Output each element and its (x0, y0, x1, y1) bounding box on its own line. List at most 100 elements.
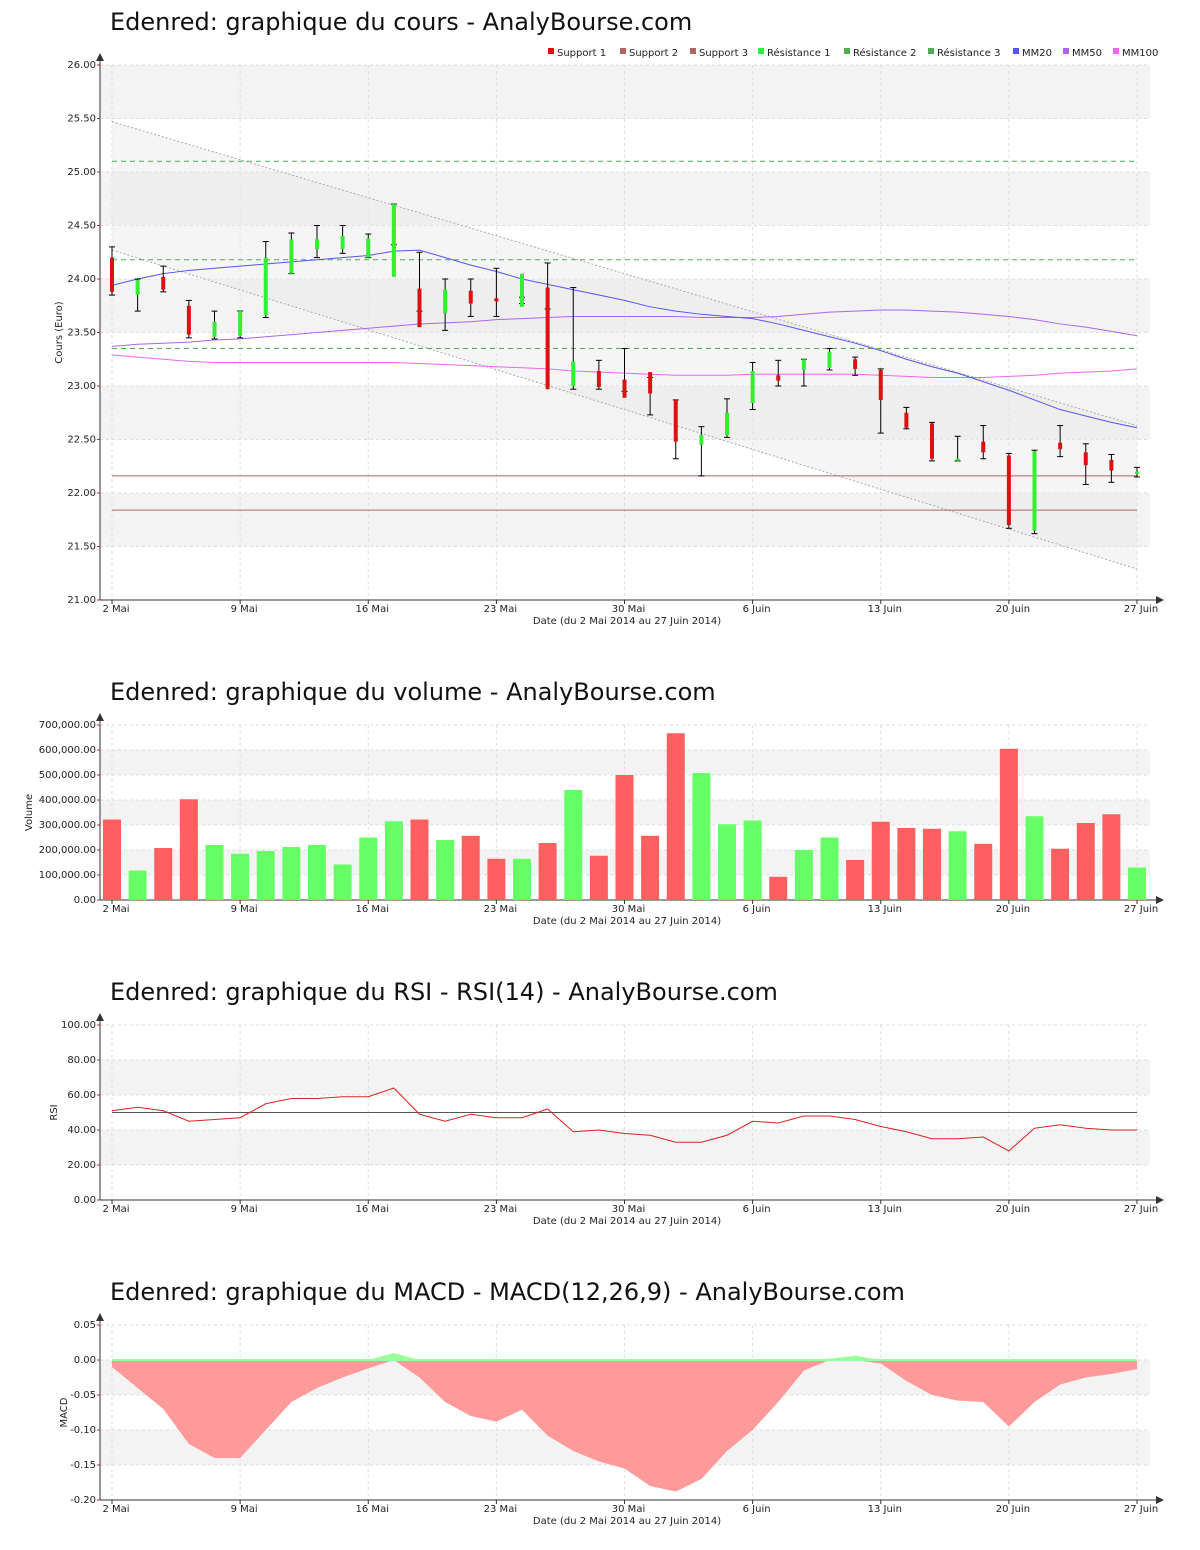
x-tick-label: 6 Juin (743, 1504, 771, 1515)
legend-label: MM100 (1122, 48, 1158, 59)
volume-bar (589, 855, 608, 900)
volume-bar (820, 837, 839, 900)
volume-bar (282, 847, 301, 900)
x-tick-label: 23 Mai (484, 1204, 517, 1215)
volume-bar (1102, 814, 1121, 900)
y-tick-label: 0.00 (74, 895, 96, 906)
macd-negative-area (112, 1360, 1137, 1492)
candle-body (596, 371, 601, 388)
volume-bar (538, 843, 557, 900)
candle-body (699, 435, 704, 445)
y-tick-label: 0.05 (74, 1320, 96, 1331)
x-tick-label: 13 Juin (868, 1504, 902, 1515)
x-tick-label: 23 Mai (484, 1504, 517, 1515)
y-tick-label: 26.00 (67, 60, 96, 71)
x-tick-label: 23 Mai (484, 904, 517, 915)
y-tick-label: 22.00 (67, 488, 96, 499)
legend-swatch (548, 48, 554, 54)
x-tick-label: 27 Juin (1124, 904, 1158, 915)
mm20-line (111, 249, 1138, 429)
volume-bar (333, 864, 352, 900)
legend-label: Résistance 3 (937, 47, 1000, 59)
candle-body (725, 412, 729, 436)
y-axis-arrow (96, 1013, 104, 1021)
candle-body (1083, 452, 1088, 466)
candle-body (289, 239, 294, 274)
legend-label: Support 3 (699, 48, 748, 59)
y-tick-label: 21.50 (67, 542, 96, 553)
candle-body (1058, 442, 1063, 450)
y-tick-label: 0.00 (74, 1195, 96, 1206)
y-tick-label: 22.50 (67, 435, 96, 446)
volume-bar (513, 858, 531, 900)
rsi-line (111, 1087, 1137, 1152)
macd-chart-title: Edenred: graphique du MACD - MACD(12,26,… (110, 1278, 905, 1306)
y-tick-label: 700,000.00 (39, 720, 96, 731)
x-tick-label: 2 Mai (102, 1204, 129, 1215)
y-tick-label: 400,000.00 (39, 795, 96, 806)
candle-body (904, 412, 909, 428)
candle-body (776, 375, 781, 381)
y-tick-label: 0.00 (74, 1355, 96, 1366)
candle-body (648, 372, 653, 394)
x-tick-label: 30 Mai (612, 1204, 645, 1215)
y-tick-label: 300,000.00 (39, 820, 96, 831)
price-chart: 21.00 21.50 22.00 22.50 23.00 23.50 24.00 24.50… (54, 47, 1164, 627)
legend-swatch (844, 48, 850, 54)
y-tick-label: 80.00 (67, 1055, 96, 1066)
trend-channel-fill (112, 121, 1137, 569)
y-tick-label: 100.00 (61, 1020, 96, 1031)
candle-body (981, 441, 986, 453)
legend-label: MM20 (1022, 48, 1052, 59)
y-tick-label: 25.50 (67, 114, 96, 125)
x-axis-title: Date (du 2 Mai 2014 au 27 Juin 2014) (533, 616, 721, 627)
y-tick-label: 20.00 (67, 1160, 96, 1171)
legend-label: Résistance 1 (767, 47, 830, 59)
candle-body (545, 287, 550, 390)
x-tick-label: 16 Mai (356, 1504, 389, 1515)
candle-body (1032, 451, 1037, 531)
volume-bar (256, 851, 275, 900)
candle-body (801, 359, 806, 370)
x-tick-label: 2 Mai (102, 604, 129, 615)
price-panel: Edenred: graphique du cours - AnalyBours… (0, 0, 1200, 640)
volume-bar (231, 853, 250, 900)
y-axis-title: MACD (59, 1397, 70, 1427)
y-axis-arrow (96, 713, 104, 721)
x-tick-label: 20 Juin (996, 1504, 1030, 1515)
legend-swatch (928, 48, 934, 54)
candle-body (1006, 455, 1011, 526)
volume-bar (846, 860, 865, 900)
y-tick-label: 60.00 (67, 1090, 96, 1101)
y-axis-title: RSI (49, 1104, 60, 1120)
candle-body (622, 379, 627, 398)
volume-chart: 0.00 100,000.00 200,000.00 300,000.00 400,00… (24, 713, 1164, 927)
x-tick-label: 30 Mai (612, 604, 645, 615)
volume-bar (871, 821, 890, 900)
x-tick-label: 23 Mai (484, 604, 517, 615)
volume-bar (436, 840, 455, 900)
volume-bar (692, 773, 711, 900)
candle-body (520, 273, 524, 307)
x-tick-label: 2 Mai (102, 1504, 129, 1515)
volume-bar (128, 870, 147, 900)
x-tick-label: 16 Mai (356, 904, 389, 915)
x-tick-label: 30 Mai (612, 904, 645, 915)
candle-body (135, 280, 140, 296)
volume-bar (461, 835, 480, 900)
price-chart-title: Edenred: graphique du cours - AnalyBours… (110, 8, 693, 36)
candle-body (212, 321, 217, 337)
candle-body (366, 238, 371, 258)
volume-bar (564, 790, 583, 900)
candle-body (930, 423, 934, 459)
y-axis-title: Volume (24, 794, 35, 831)
candle-body (186, 305, 191, 335)
volume-bar (359, 837, 378, 900)
y-tick-label: -0.20 (70, 1495, 96, 1506)
x-tick-label: 2 Mai (102, 904, 129, 915)
volume-bar (154, 848, 173, 900)
volume-bar (410, 819, 429, 900)
volume-bar (1025, 816, 1044, 900)
candle-body (571, 361, 576, 386)
x-tick-label: 13 Juin (868, 604, 902, 615)
